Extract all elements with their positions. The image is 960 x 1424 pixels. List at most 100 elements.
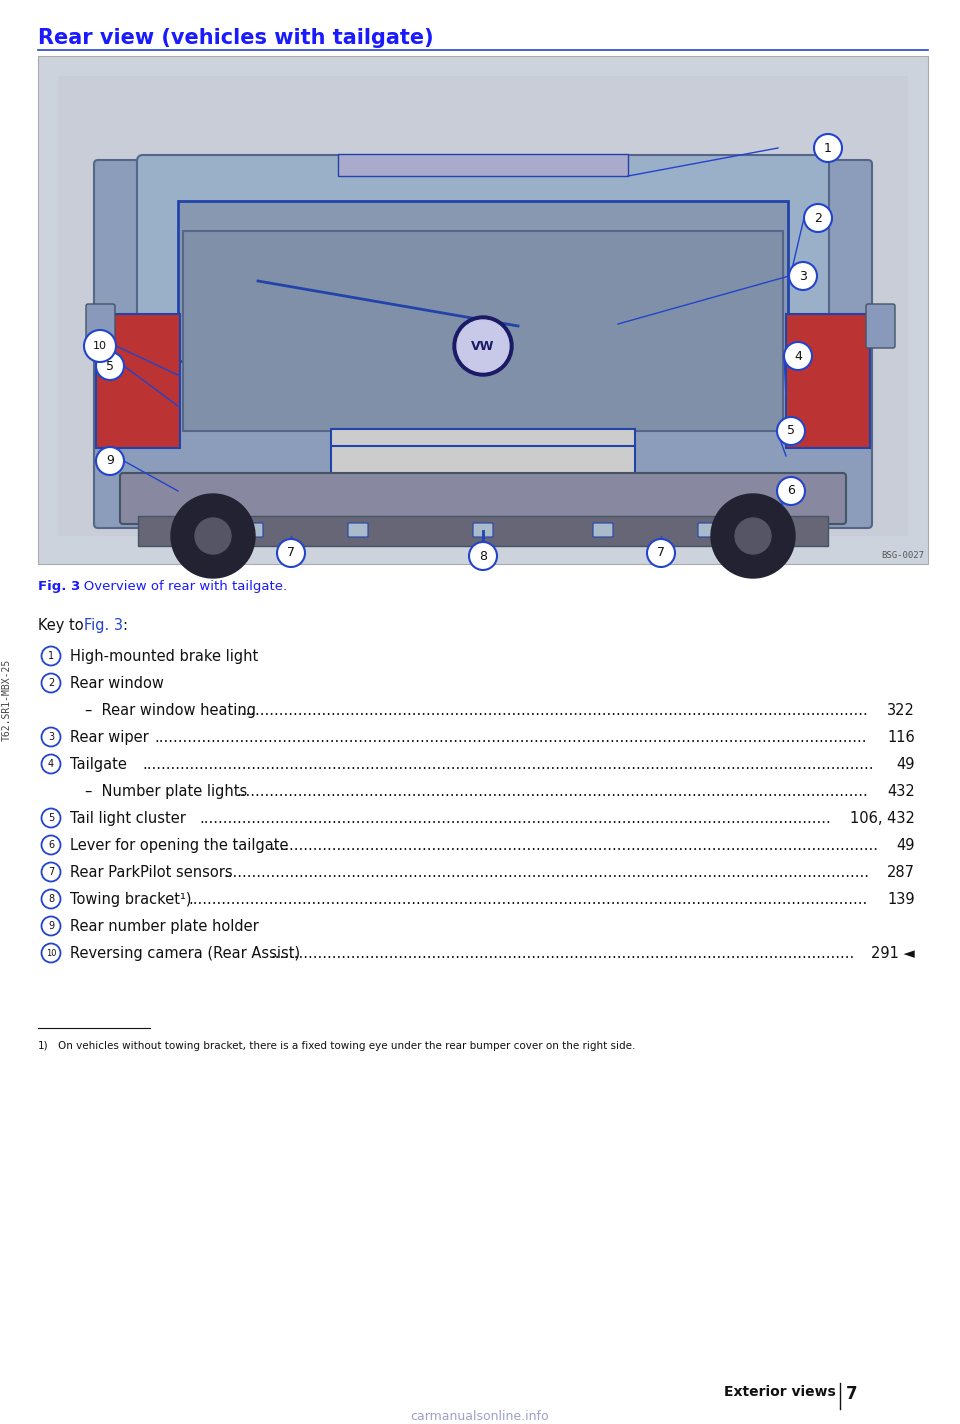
Text: ................................................................................: ........................................… — [142, 758, 874, 772]
Text: 49: 49 — [897, 758, 915, 772]
Text: Lever for opening the tailgate: Lever for opening the tailgate — [70, 837, 289, 853]
Circle shape — [784, 342, 812, 370]
Text: 5: 5 — [48, 813, 54, 823]
FancyBboxPatch shape — [96, 315, 180, 449]
Text: Rear wiper: Rear wiper — [70, 731, 149, 745]
FancyBboxPatch shape — [94, 159, 872, 528]
Circle shape — [41, 728, 60, 746]
Text: 7: 7 — [846, 1386, 857, 1403]
Text: 8: 8 — [48, 894, 54, 904]
FancyBboxPatch shape — [348, 523, 368, 537]
Text: VW: VW — [471, 339, 494, 353]
Text: Reversing camera (Rear Assist): Reversing camera (Rear Assist) — [70, 946, 300, 961]
Circle shape — [647, 540, 675, 567]
Circle shape — [41, 863, 60, 881]
Circle shape — [41, 674, 60, 692]
FancyBboxPatch shape — [338, 154, 628, 177]
Text: Fig. 3: Fig. 3 — [84, 618, 123, 634]
Text: ................................................................................: ........................................… — [154, 731, 867, 745]
FancyBboxPatch shape — [58, 75, 908, 535]
Circle shape — [171, 494, 255, 578]
Circle shape — [814, 134, 842, 162]
Text: 8: 8 — [479, 550, 487, 562]
FancyBboxPatch shape — [473, 523, 493, 537]
Text: ................................................................................: ........................................… — [237, 703, 869, 718]
FancyBboxPatch shape — [243, 523, 263, 537]
Circle shape — [41, 917, 60, 936]
Text: 2: 2 — [48, 678, 54, 688]
Text: ................................................................................: ........................................… — [237, 785, 869, 799]
Text: 3: 3 — [799, 269, 807, 282]
FancyBboxPatch shape — [120, 473, 846, 524]
Text: 9: 9 — [48, 921, 54, 931]
Text: ................................................................................: ........................................… — [270, 837, 878, 853]
Text: ................................................................................: ........................................… — [188, 891, 868, 907]
Circle shape — [41, 836, 60, 854]
Text: Key to: Key to — [38, 618, 88, 634]
Text: ................................................................................: ........................................… — [224, 864, 869, 880]
Circle shape — [789, 262, 817, 290]
Text: Rear number plate holder: Rear number plate holder — [70, 918, 259, 934]
Text: BSG-0027: BSG-0027 — [881, 551, 924, 560]
Text: Fig. 3: Fig. 3 — [38, 580, 81, 592]
Text: 116: 116 — [887, 731, 915, 745]
Circle shape — [96, 352, 124, 380]
Text: 3: 3 — [48, 732, 54, 742]
Circle shape — [84, 330, 116, 362]
Text: Tailgate: Tailgate — [70, 758, 127, 772]
Circle shape — [457, 320, 509, 372]
Circle shape — [735, 518, 771, 554]
FancyBboxPatch shape — [866, 303, 895, 347]
Text: carmanualsonline.info: carmanualsonline.info — [411, 1410, 549, 1423]
Text: 4: 4 — [794, 349, 802, 363]
Circle shape — [41, 809, 60, 827]
Text: Rear window: Rear window — [70, 676, 164, 691]
FancyBboxPatch shape — [786, 315, 870, 449]
Circle shape — [777, 417, 805, 444]
Text: 139: 139 — [887, 891, 915, 907]
FancyBboxPatch shape — [183, 231, 783, 431]
Text: 7: 7 — [287, 547, 295, 560]
Circle shape — [804, 204, 832, 232]
Circle shape — [195, 518, 231, 554]
Text: 5: 5 — [787, 424, 795, 437]
Text: Overview of rear with tailgate.: Overview of rear with tailgate. — [71, 580, 287, 592]
Text: 432: 432 — [887, 785, 915, 799]
FancyBboxPatch shape — [86, 303, 115, 347]
Text: –  Number plate lights: – Number plate lights — [85, 785, 248, 799]
Text: 291 ◄: 291 ◄ — [872, 946, 915, 961]
Text: 1: 1 — [48, 651, 54, 661]
Text: Rear ParkPilot sensors: Rear ParkPilot sensors — [70, 864, 232, 880]
FancyBboxPatch shape — [138, 515, 828, 545]
Text: 7: 7 — [657, 547, 665, 560]
Circle shape — [469, 543, 497, 570]
Circle shape — [453, 316, 513, 376]
Text: 1): 1) — [38, 1041, 49, 1051]
FancyBboxPatch shape — [593, 523, 613, 537]
Circle shape — [277, 540, 305, 567]
Text: 10: 10 — [93, 340, 107, 350]
FancyBboxPatch shape — [178, 201, 788, 362]
Circle shape — [711, 494, 795, 578]
Text: 49: 49 — [897, 837, 915, 853]
Circle shape — [96, 447, 124, 476]
Text: High-mounted brake light: High-mounted brake light — [70, 649, 258, 664]
Text: Rear view (vehicles with tailgate): Rear view (vehicles with tailgate) — [38, 28, 434, 48]
Text: 6: 6 — [48, 840, 54, 850]
FancyBboxPatch shape — [698, 523, 718, 537]
Text: Tail light cluster: Tail light cluster — [70, 812, 186, 826]
Text: 287: 287 — [887, 864, 915, 880]
Circle shape — [41, 646, 60, 665]
Text: 5: 5 — [106, 359, 114, 373]
Text: 322: 322 — [887, 703, 915, 718]
Circle shape — [777, 477, 805, 506]
Text: 7: 7 — [48, 867, 54, 877]
Circle shape — [41, 944, 60, 963]
Text: 10: 10 — [46, 948, 57, 957]
Text: On vehicles without towing bracket, there is a fixed towing eye under the rear b: On vehicles without towing bracket, ther… — [58, 1041, 636, 1051]
Text: Exterior views: Exterior views — [724, 1386, 836, 1398]
Circle shape — [41, 755, 60, 773]
Text: 2: 2 — [814, 212, 822, 225]
Text: 106, 432: 106, 432 — [851, 812, 915, 826]
Text: T62.SR1-MBX-25: T62.SR1-MBX-25 — [2, 659, 12, 740]
